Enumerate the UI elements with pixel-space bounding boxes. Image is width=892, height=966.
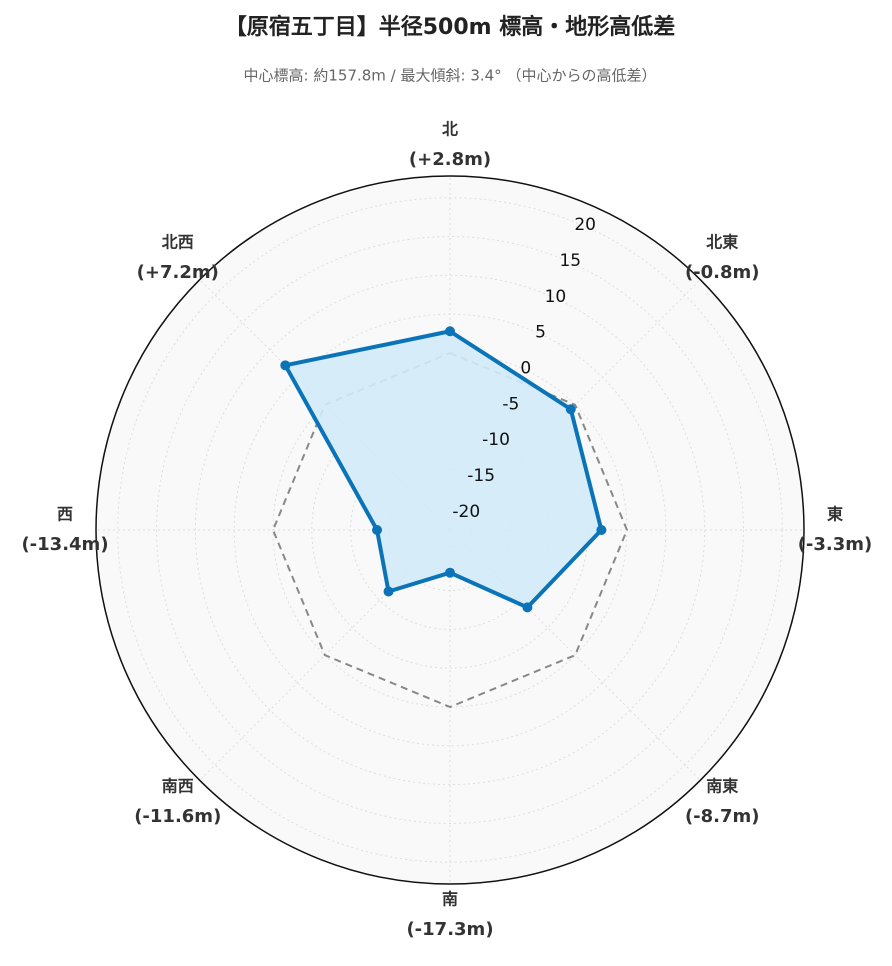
category-value-label: (+2.8m) xyxy=(409,149,491,170)
category-label: 北東 xyxy=(706,232,738,251)
r-tick-label: 0 xyxy=(520,358,531,378)
data-point xyxy=(445,567,455,578)
r-tick-label: 10 xyxy=(545,287,567,307)
category-value-label: (-0.8m) xyxy=(685,262,760,283)
r-tick-label: 15 xyxy=(559,251,581,271)
grid-circle xyxy=(117,197,783,863)
category-label: 南 xyxy=(442,890,458,909)
r-tick-label: -15 xyxy=(467,466,495,486)
category-label: 北 xyxy=(442,120,458,139)
category-value-label: (-11.6m) xyxy=(134,806,221,827)
data-point xyxy=(280,360,291,371)
category-label: 南東 xyxy=(706,777,738,796)
r-tick-label: -20 xyxy=(452,502,480,522)
angular-grid-line xyxy=(449,529,701,781)
category-value-label: (-13.4m) xyxy=(21,534,108,555)
data-point xyxy=(596,525,607,535)
data-point xyxy=(372,525,383,535)
category-value-label: (-3.3m) xyxy=(798,534,873,555)
data-point xyxy=(383,586,394,597)
category-label: 北西 xyxy=(162,232,194,251)
r-tick-label: 20 xyxy=(574,215,596,235)
category-value-label: (-17.3m) xyxy=(406,919,493,940)
category-label: 西 xyxy=(57,505,73,524)
chart-subtitle: 中心標高: 約157.8m / 最大傾斜: 3.4° （中心からの高低差） xyxy=(244,67,657,85)
r-tick-label: -5 xyxy=(502,394,519,414)
category-value-label: (-8.7m) xyxy=(685,806,760,827)
r-tick-label: -10 xyxy=(482,430,510,450)
grid-circle xyxy=(194,274,706,786)
grid-circle xyxy=(156,236,744,824)
chart-title: 【原宿五丁目】半径500m 標高・地形高低差 xyxy=(225,14,676,40)
r-tick-label: 5 xyxy=(535,323,546,343)
data-point xyxy=(522,602,533,613)
category-label: 東 xyxy=(827,505,843,524)
category-label: 南西 xyxy=(162,777,194,796)
category-value-label: (+7.2m) xyxy=(137,262,219,283)
data-point xyxy=(565,404,576,415)
data-point xyxy=(445,326,455,337)
reference-line xyxy=(271,351,629,709)
polar-border xyxy=(95,175,805,885)
